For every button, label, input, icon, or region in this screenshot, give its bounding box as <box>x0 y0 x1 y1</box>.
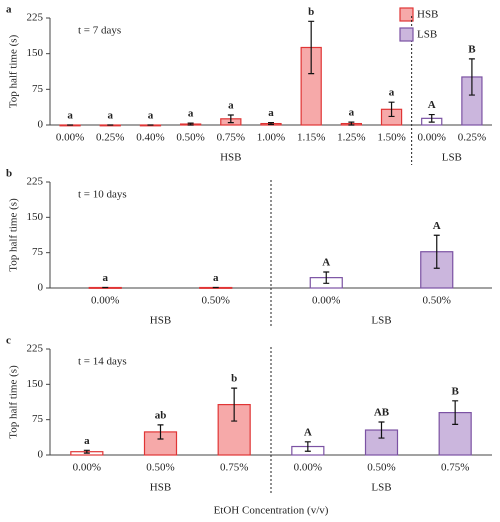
group-label: HSB <box>220 152 241 164</box>
error-bar <box>227 114 234 124</box>
group-label: HSB <box>150 482 171 494</box>
error-bar <box>452 400 459 425</box>
y-tick-label: 225 <box>27 12 44 24</box>
significance-letter: a <box>228 100 234 112</box>
x-tick-label: 1.00% <box>257 132 285 144</box>
y-tick-label: 0 <box>38 282 44 294</box>
significance-letter: A <box>322 257 330 269</box>
panel-label: b <box>6 168 12 180</box>
legend-label: HSB <box>417 9 438 21</box>
significance-letter: a <box>108 110 114 122</box>
x-tick-label: 0.50% <box>146 462 174 474</box>
group-label: LSB <box>442 152 462 164</box>
panel-label: a <box>6 4 12 16</box>
x-tick-label: 0.75% <box>220 462 248 474</box>
x-tick-label: 0.50% <box>367 462 395 474</box>
error-bar <box>187 122 194 126</box>
significance-letter: A <box>428 99 436 111</box>
x-tick-label: 0.00% <box>418 132 446 144</box>
significance-letter: a <box>148 110 154 122</box>
significance-letter: a <box>188 108 194 120</box>
x-tick-label: 1.15% <box>297 132 325 144</box>
group-label: HSB <box>150 315 171 327</box>
significance-letter: a <box>213 272 219 284</box>
y-tick-label: 150 <box>27 211 44 223</box>
error-bar <box>428 113 435 123</box>
x-tick-label: 0.75% <box>217 132 245 144</box>
panel-label: c <box>6 335 11 347</box>
y-tick-label: 0 <box>38 119 44 131</box>
x-tick-label: 0.00% <box>56 132 84 144</box>
significance-letter: a <box>84 435 90 447</box>
error-bar <box>83 449 90 454</box>
group-label: LSB <box>371 482 391 494</box>
significance-letter: ab <box>155 409 167 421</box>
significance-letter: a <box>349 107 355 119</box>
y-tick-label: 225 <box>27 176 44 188</box>
y-axis-label: Top half time (s) <box>8 34 20 108</box>
error-bar <box>433 234 440 269</box>
x-axis-label: EtOH Concentration (v/v) <box>214 505 329 517</box>
y-tick-label: 150 <box>27 378 44 390</box>
significance-letter: B <box>451 385 459 397</box>
error-bar <box>378 421 385 439</box>
x-tick-label: 0.40% <box>136 132 164 144</box>
x-tick-label: 0.50% <box>423 295 451 307</box>
x-tick-label: 0.00% <box>73 462 101 474</box>
x-tick-label: 0.00% <box>91 295 119 307</box>
error-bar <box>304 441 311 452</box>
error-bar <box>231 387 238 422</box>
annotation: t = 10 days <box>78 189 127 201</box>
x-tick-label: 0.00% <box>294 462 322 474</box>
y-tick-label: 150 <box>27 47 44 59</box>
error-bar <box>308 20 315 75</box>
significance-letter: a <box>103 272 109 284</box>
x-tick-label: 1.50% <box>377 132 405 144</box>
x-tick-label: 0.00% <box>312 295 340 307</box>
significance-letter: B <box>468 43 476 55</box>
group-label: LSB <box>371 315 391 327</box>
y-tick-label: 75 <box>32 83 44 95</box>
significance-letter: AB <box>374 407 390 419</box>
error-bar <box>388 101 395 118</box>
legend-swatch <box>399 7 414 22</box>
significance-letter: b <box>231 373 237 385</box>
x-tick-label: 0.75% <box>441 462 469 474</box>
significance-letter: b <box>308 6 314 18</box>
x-tick-label: 0.25% <box>96 132 124 144</box>
significance-letter: A <box>304 426 312 438</box>
significance-letter: a <box>389 87 395 99</box>
legend-label: LSB <box>417 29 437 41</box>
significance-letter: A <box>433 220 441 232</box>
legend-swatch <box>399 27 414 42</box>
x-tick-label: 1.25% <box>337 132 365 144</box>
annotation: t = 7 days <box>78 25 121 37</box>
y-tick-label: 75 <box>32 413 44 425</box>
error-bar <box>268 122 274 126</box>
annotation: t = 14 days <box>78 356 127 368</box>
y-tick-label: 225 <box>27 343 44 355</box>
error-bar <box>157 424 164 440</box>
y-axis-label: Top half time (s) <box>8 365 20 439</box>
x-tick-label: 0.50% <box>176 132 204 144</box>
x-tick-label: 0.50% <box>202 295 230 307</box>
error-bar <box>323 271 330 284</box>
y-tick-label: 0 <box>38 449 44 461</box>
significance-letter: a <box>67 110 73 122</box>
y-axis-label: Top half time (s) <box>8 198 20 272</box>
error-bar <box>348 121 355 126</box>
significance-letter: a <box>268 107 274 119</box>
x-tick-label: 0.25% <box>458 132 486 144</box>
y-tick-label: 75 <box>32 246 44 258</box>
error-bar <box>468 58 475 96</box>
